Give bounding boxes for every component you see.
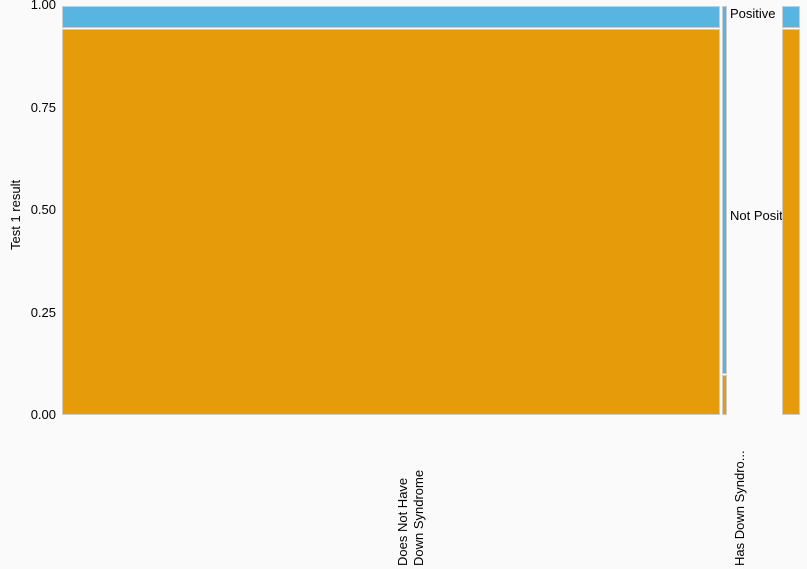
y-tick-label: 1.00 xyxy=(20,0,56,12)
y-tick-label: 0.00 xyxy=(20,407,56,422)
legend-swatch xyxy=(782,6,800,28)
chart-root: Test 1 result 0.000.250.500.751.00 Does … xyxy=(0,0,807,569)
y-tick-label: 0.25 xyxy=(20,305,56,320)
mosaic-cell xyxy=(722,6,727,374)
x-tick-label: Down Syndrome xyxy=(411,470,426,566)
segment-label: Positive xyxy=(730,6,776,21)
legend xyxy=(782,6,800,416)
y-tick-label: 0.75 xyxy=(20,100,56,115)
legend-swatch xyxy=(782,29,800,415)
y-tick-label: 0.50 xyxy=(20,202,56,217)
plot-area: Does Not HaveDown SyndromeHas Down Syndr… xyxy=(62,6,727,416)
mosaic-cell xyxy=(62,6,720,28)
mosaic-cell xyxy=(722,375,727,415)
x-tick-label: Does Not Have xyxy=(395,478,410,566)
x-tick-label: Has Down Syndro... xyxy=(732,450,747,566)
mosaic-cell xyxy=(62,29,720,415)
